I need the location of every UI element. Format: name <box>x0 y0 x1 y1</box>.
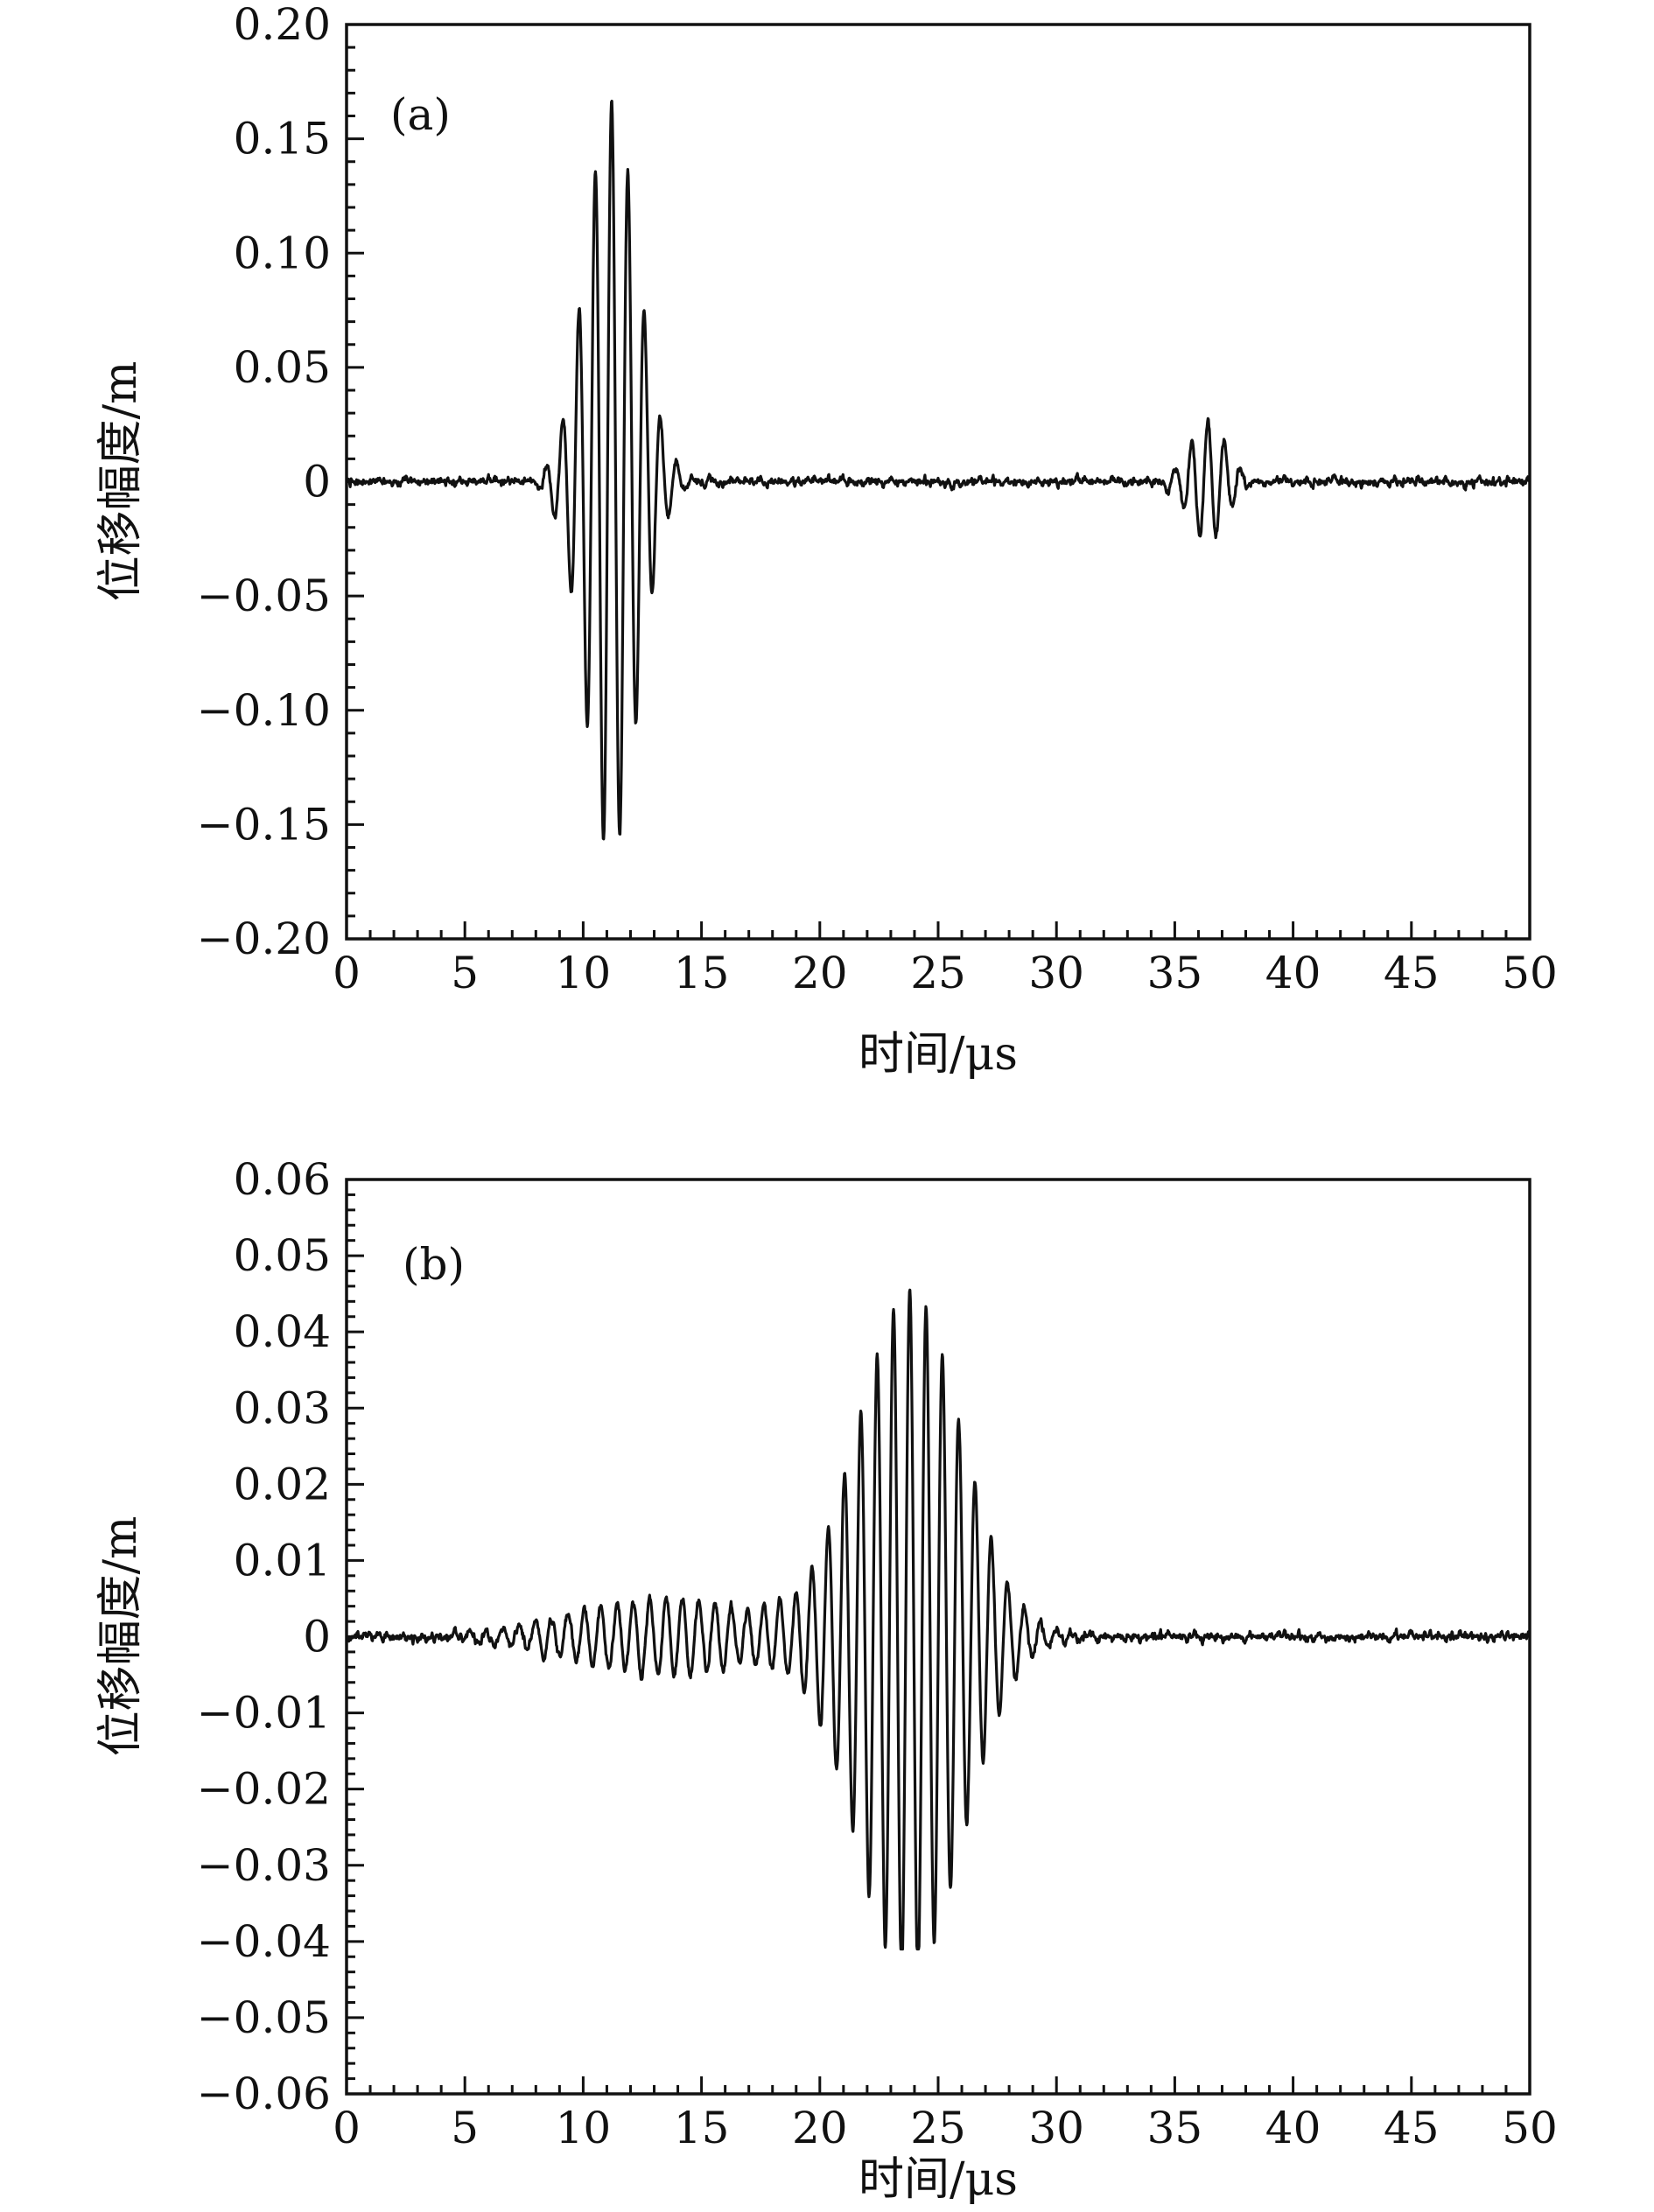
panel-a-series-line <box>345 99 1531 841</box>
x-tick-label: 20 <box>792 948 848 998</box>
x-tick-label: 45 <box>1384 2103 1440 2153</box>
y-tick-label: 0.06 <box>234 1154 331 1205</box>
x-tick-label: 50 <box>1502 2103 1558 2153</box>
y-tick-label: 0.20 <box>234 0 331 50</box>
panel-a-y-ticks <box>347 23 364 941</box>
x-tick-label: 40 <box>1265 2103 1321 2153</box>
x-tick-label: 30 <box>1028 948 1084 998</box>
y-tick-label: −0.15 <box>197 799 331 850</box>
x-tick-label: 15 <box>674 948 730 998</box>
panel-b-y-axis-title: 位移幅度/m <box>95 1516 147 1757</box>
y-tick-label: −0.20 <box>197 914 331 964</box>
y-tick-label: −0.06 <box>197 2068 331 2119</box>
x-tick-label: 45 <box>1384 948 1440 998</box>
x-tick-label: 50 <box>1502 948 1558 998</box>
y-tick-label: −0.05 <box>197 1992 331 2043</box>
y-tick-label: 0.03 <box>234 1382 331 1433</box>
panel-b-y-tick-labels: 0.06 0.05 0.04 0.03 0.02 0.01 0 −0.01 −0.02 −0.03… <box>197 1154 331 2119</box>
panel-b-label: (b) <box>403 1239 465 1290</box>
panel-b-x-tick-labels: 0 5 10 15 20 25 30 35 40 45 50 <box>333 2103 1558 2153</box>
x-tick-label: 40 <box>1265 948 1321 998</box>
panel-b-x-ticks <box>345 2076 1531 2094</box>
panel-a-label: (a) <box>390 89 451 140</box>
y-tick-label: 0 <box>303 457 331 508</box>
x-tick-label: 20 <box>792 2103 848 2153</box>
x-tick-label: 35 <box>1147 948 1203 998</box>
panel-b-series-line <box>345 1288 1531 1951</box>
y-tick-label: −0.05 <box>197 570 331 621</box>
y-tick-label: 0.15 <box>234 114 331 164</box>
x-tick-label: 15 <box>674 2103 730 2153</box>
y-tick-label: 0.10 <box>234 228 331 278</box>
y-tick-label: −0.03 <box>197 1840 331 1891</box>
x-tick-label: 10 <box>556 948 612 998</box>
x-tick-label: 5 <box>451 948 479 998</box>
y-tick-label: 0.02 <box>234 1459 331 1509</box>
panel-a-x-tick-labels: 0 5 10 15 20 25 30 35 40 45 50 <box>333 948 1558 998</box>
panel-a: 0.20 0.15 0.10 0.05 0 −0.05 −0.10 −0.15 −0.20 0 5… <box>95 0 1558 1081</box>
y-tick-label: 0.05 <box>234 342 331 393</box>
y-tick-label: 0.05 <box>234 1230 331 1281</box>
y-tick-label: 0.01 <box>234 1535 331 1586</box>
y-tick-label: −0.10 <box>197 685 331 736</box>
panel-a-y-tick-labels: 0.20 0.15 0.10 0.05 0 −0.05 −0.10 −0.15 −0.20 <box>197 0 331 964</box>
x-tick-label: 35 <box>1147 2103 1203 2153</box>
x-tick-label: 10 <box>556 2103 612 2153</box>
panel-b-x-axis-title: 时间/μs <box>859 2153 1018 2206</box>
x-tick-label: 25 <box>910 948 966 998</box>
x-tick-label: 25 <box>910 2103 966 2153</box>
panel-a-x-axis-title: 时间/μs <box>859 1028 1018 1081</box>
y-tick-label: −0.02 <box>197 1764 331 1815</box>
x-tick-label: 0 <box>333 948 361 998</box>
y-tick-label: 0 <box>303 1612 331 1662</box>
y-tick-label: −0.04 <box>197 1916 331 1967</box>
x-tick-label: 0 <box>333 2103 361 2153</box>
y-tick-label: −0.01 <box>197 1688 331 1739</box>
x-tick-label: 30 <box>1028 2103 1084 2153</box>
panel-b-y-ticks <box>347 1178 364 2096</box>
panel-a-y-axis-title: 位移幅度/m <box>95 361 147 602</box>
panel-b: 0.06 0.05 0.04 0.03 0.02 0.01 0 −0.01 −0.02 −0.03… <box>95 1154 1558 2206</box>
panel-a-x-ticks <box>345 921 1531 939</box>
y-tick-label: 0.04 <box>234 1306 331 1357</box>
x-tick-label: 5 <box>451 2103 479 2153</box>
